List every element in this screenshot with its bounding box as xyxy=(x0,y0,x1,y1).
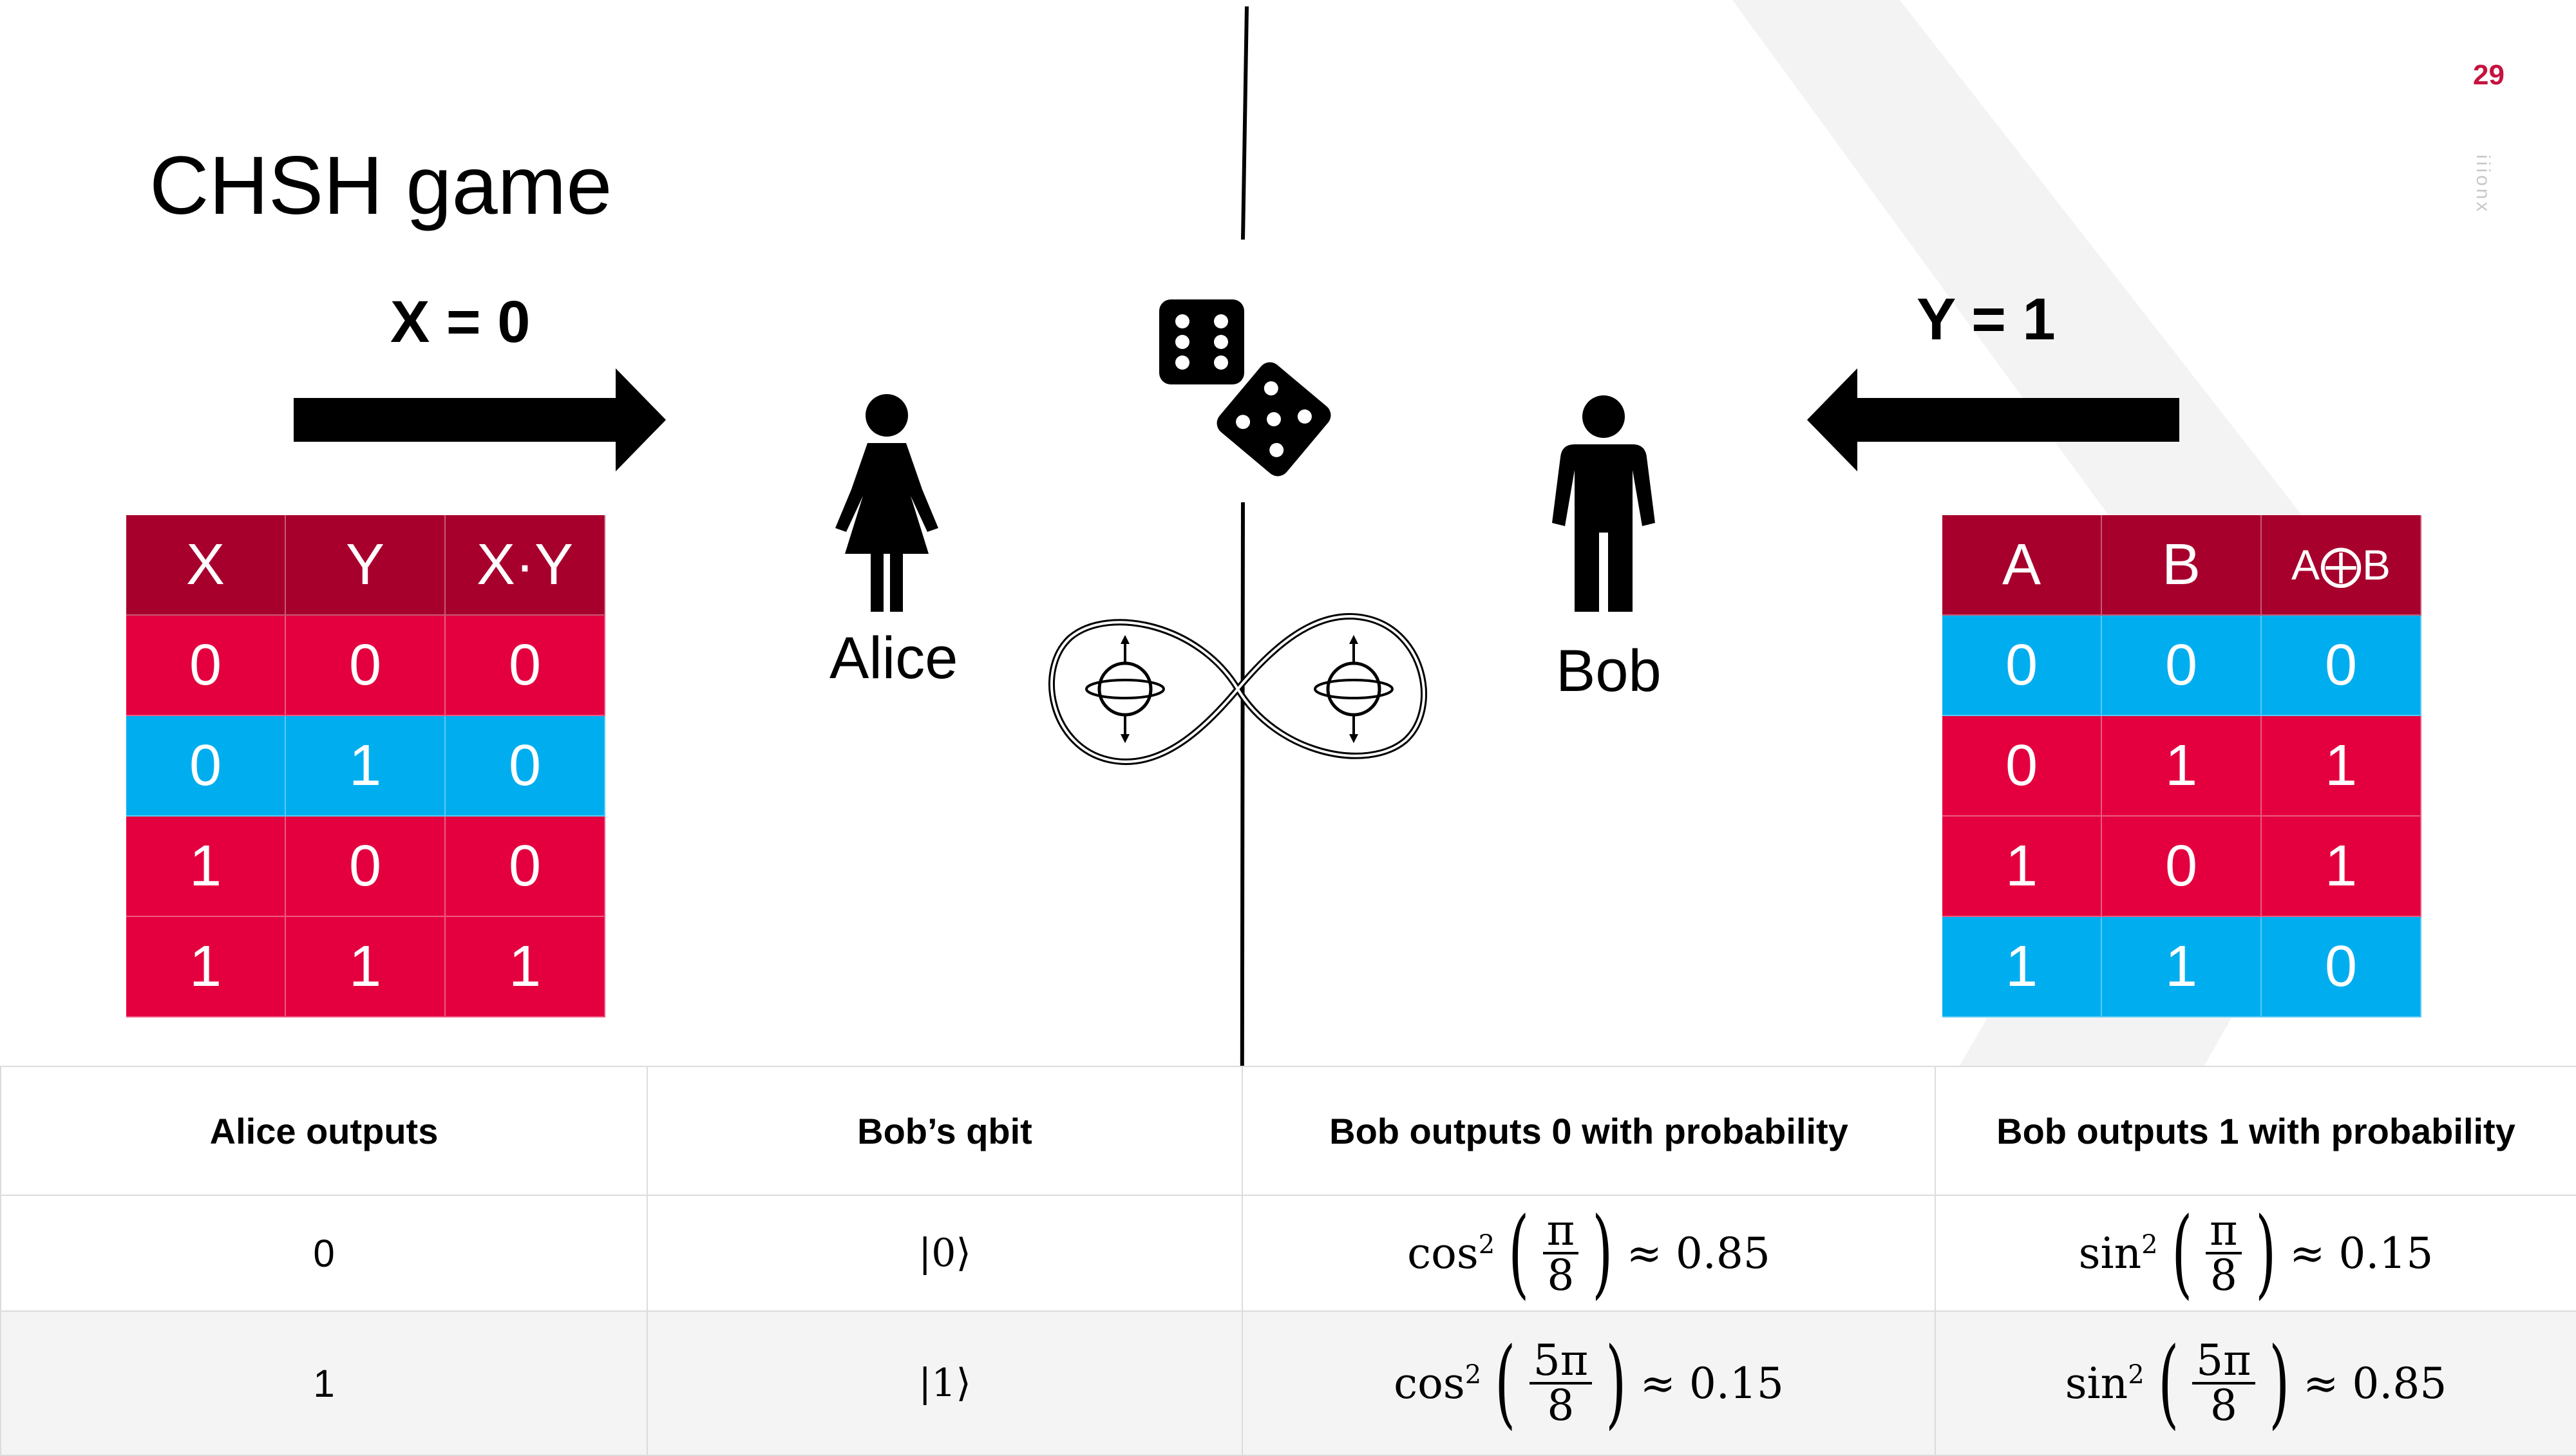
man-icon xyxy=(1552,395,1655,612)
table-header: Bob outputs 1 with probability xyxy=(1935,1066,2576,1196)
alice-label: Alice xyxy=(829,625,958,691)
table-header: A⨁B xyxy=(2262,515,2421,616)
table-cell: 0 xyxy=(446,716,605,817)
table-cell: 1 xyxy=(286,716,446,817)
table-cell: 1 xyxy=(126,917,286,1017)
dice-icon xyxy=(1159,299,1331,477)
table-cell: 1 xyxy=(446,917,605,1017)
bob-label: Bob xyxy=(1556,638,1662,704)
ab-truth-table: A B A⨁B 0 0 0 0 1 1 1 0 1 1 1 0 xyxy=(1942,515,2421,1017)
table-cell: 1 xyxy=(2262,817,2421,917)
table-cell: 0 xyxy=(2262,917,2421,1017)
table-cell: 1 xyxy=(286,917,446,1017)
table-header: B xyxy=(2102,515,2262,616)
table-cell: 0 xyxy=(126,616,286,716)
table-row: 1 |1⟩ cos2 ( 5π 8 ) ≈ 0.15 sin2 ( 5π 8 ) ≈… xyxy=(0,1310,2576,1456)
table-cell: 1 xyxy=(2262,716,2421,817)
outcomes-table: Alice outputs Bob’s qbit Bob outputs 0 w… xyxy=(0,1066,2576,1456)
bob-qbit-cell: |1⟩ xyxy=(647,1310,1243,1456)
table-header: X xyxy=(126,515,286,616)
table-cell: 0 xyxy=(446,616,605,716)
page-number: 29 xyxy=(2473,59,2505,91)
arrow-right-icon xyxy=(294,368,666,471)
prob-0-cell: cos2 ( 5π 8 ) ≈ 0.15 xyxy=(1242,1310,1936,1456)
table-cell: 0 xyxy=(2102,616,2262,716)
table-header: Bob outputs 0 with probability xyxy=(1242,1066,1936,1196)
table-cell: 1 xyxy=(126,817,286,917)
bob-qbit-cell: |0⟩ xyxy=(647,1195,1243,1312)
table-cell: 0 xyxy=(2102,817,2262,917)
table-cell: 0 xyxy=(446,817,605,917)
table-cell: 1 xyxy=(2102,917,2262,1017)
table-cell: 1 xyxy=(1942,917,2102,1017)
entangled-qubits-icon xyxy=(1048,613,1427,765)
alice-input-label: X = 0 xyxy=(390,289,531,355)
table-cell: 0 xyxy=(2262,616,2421,716)
table-header: Bob’s qbit xyxy=(647,1066,1243,1196)
arrow-left-icon xyxy=(1807,368,2179,471)
table-cell: 0 xyxy=(286,616,446,716)
alice-output-cell: 1 xyxy=(0,1310,648,1456)
page-title: CHSH game xyxy=(149,140,612,232)
table-cell: 0 xyxy=(1942,716,2102,817)
probability-formula: sin2 ( 5π 8 ) ≈ 0.85 xyxy=(2065,1327,2447,1439)
bob-input-label: Y = 1 xyxy=(1917,287,2056,352)
brand-logo: iiionx xyxy=(2472,155,2494,214)
probability-formula: cos2 ( 5π 8 ) ≈ 0.15 xyxy=(1394,1327,1784,1439)
table-cell: 0 xyxy=(286,817,446,917)
table-header: Y xyxy=(286,515,446,616)
table-cell: 0 xyxy=(1942,616,2102,716)
table-cell: 1 xyxy=(2102,716,2262,817)
table-header: Alice outputs xyxy=(0,1066,648,1196)
table-header: X·Y xyxy=(446,515,605,616)
woman-icon xyxy=(835,394,938,612)
prob-1-cell: sin2 ( 5π 8 ) ≈ 0.85 xyxy=(1935,1310,2576,1456)
table-cell: 0 xyxy=(126,716,286,817)
alice-output-cell: 0 xyxy=(0,1195,648,1312)
table-cell: 1 xyxy=(1942,817,2102,917)
xy-truth-table: X Y X·Y 0 0 0 0 1 0 1 0 0 1 1 1 xyxy=(126,515,605,1017)
table-header: A xyxy=(1942,515,2102,616)
